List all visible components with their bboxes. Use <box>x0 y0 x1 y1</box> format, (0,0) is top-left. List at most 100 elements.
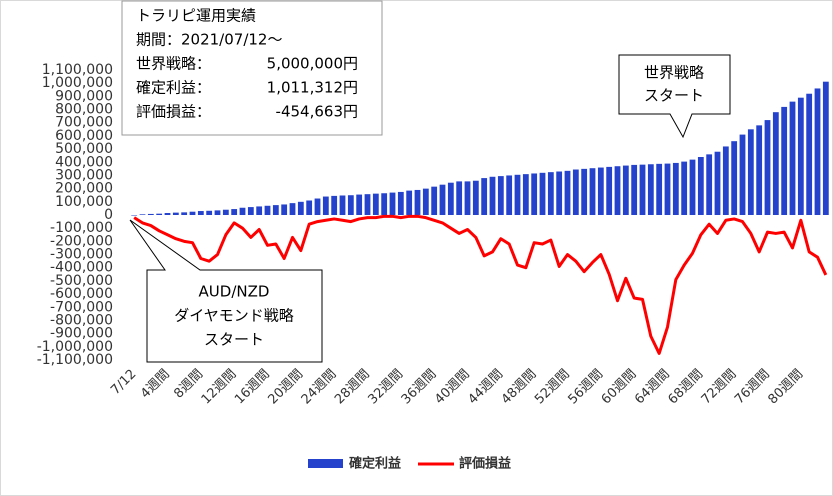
bar <box>789 101 796 215</box>
bar <box>647 164 654 215</box>
bar <box>239 207 246 215</box>
bar <box>206 210 213 215</box>
info-label: 世界戦略： <box>136 55 211 73</box>
bar <box>506 175 513 215</box>
bar <box>672 162 679 215</box>
bar <box>214 210 221 215</box>
bar <box>356 194 363 215</box>
y-tick-label: 0 <box>104 207 113 223</box>
bar <box>664 163 671 215</box>
bar <box>681 161 688 215</box>
bar <box>781 106 788 215</box>
bar <box>439 184 446 215</box>
y-tick-label: 800,000 <box>55 102 113 118</box>
callout-box <box>618 54 731 139</box>
bar <box>131 215 138 216</box>
bar <box>381 193 388 215</box>
info-period: 期間：2021/07/12～ <box>136 31 282 49</box>
bar <box>314 198 321 215</box>
bar <box>306 200 313 215</box>
bar <box>514 174 521 215</box>
bar <box>331 195 338 215</box>
bar <box>639 164 646 215</box>
bar <box>222 209 229 215</box>
bar <box>731 141 738 215</box>
bar <box>772 112 779 215</box>
bar <box>339 195 346 215</box>
y-tick-label: 400,000 <box>55 154 113 170</box>
bar <box>247 207 254 215</box>
bar <box>756 125 763 215</box>
legend-swatch <box>308 459 343 468</box>
y-tick-label: 100,000 <box>55 194 113 210</box>
bar <box>822 81 829 215</box>
info-value: 5,000,000円 <box>267 55 358 73</box>
bar <box>589 168 596 215</box>
bar <box>531 173 538 215</box>
y-tick-label: -500,000 <box>50 273 113 289</box>
bar <box>397 191 404 215</box>
bar <box>581 168 588 215</box>
bar <box>264 205 271 215</box>
bar <box>422 188 429 215</box>
y-tick-label: -1,100,000 <box>37 352 113 368</box>
bar <box>497 176 504 215</box>
bar <box>172 212 179 215</box>
bar <box>597 167 604 215</box>
bar <box>547 172 554 215</box>
y-tick-label: -800,000 <box>50 312 113 328</box>
legend-label: 確定利益 <box>349 456 401 472</box>
bar <box>747 129 754 215</box>
bar <box>706 154 713 215</box>
y-tick-label: -600,000 <box>50 286 113 302</box>
y-tick-label: 200,000 <box>55 181 113 197</box>
bar <box>289 203 296 215</box>
bar <box>631 164 638 215</box>
y-tick-label: 700,000 <box>55 115 113 131</box>
bar <box>181 212 188 215</box>
bar <box>189 211 196 215</box>
bar <box>814 88 821 215</box>
bar <box>564 170 571 215</box>
bar <box>164 213 171 215</box>
bar <box>406 190 413 215</box>
bar <box>231 209 238 215</box>
bar <box>256 206 263 215</box>
bar <box>456 181 463 215</box>
bar <box>714 151 721 215</box>
bar <box>572 169 579 215</box>
y-tick-label: 1,000,000 <box>42 75 113 91</box>
bar <box>472 180 479 215</box>
info-box <box>121 0 383 136</box>
y-tick-label: -700,000 <box>50 299 113 315</box>
y-tick-label: -100,000 <box>50 220 113 236</box>
bar <box>522 174 529 215</box>
y-tick-label: 1,100,000 <box>42 62 113 78</box>
bar <box>489 176 496 215</box>
y-tick-label: 600,000 <box>55 128 113 144</box>
y-tick-label: -400,000 <box>50 260 113 276</box>
y-tick-label: -300,000 <box>50 247 113 263</box>
y-tick-label: 500,000 <box>55 141 113 157</box>
bar <box>697 157 704 215</box>
bar <box>322 196 329 215</box>
bar <box>431 186 438 215</box>
bar <box>622 165 629 215</box>
callout-text: スタート <box>204 331 264 349</box>
line <box>133 214 828 355</box>
info-label: 確定利益： <box>136 79 211 97</box>
callout-text: AUD/NZD <box>199 283 270 301</box>
y-tick-label: 900,000 <box>55 88 113 104</box>
bar <box>806 93 813 215</box>
bar <box>739 134 746 215</box>
bar <box>347 195 354 215</box>
bar <box>614 166 621 215</box>
bar <box>389 192 396 215</box>
bar <box>722 146 729 215</box>
y-tick-label: -200,000 <box>50 233 113 249</box>
bar <box>197 211 204 215</box>
bar <box>364 194 371 215</box>
info-value: -454,663円 <box>276 103 358 121</box>
y-tick-label: -1,000,000 <box>37 339 113 355</box>
